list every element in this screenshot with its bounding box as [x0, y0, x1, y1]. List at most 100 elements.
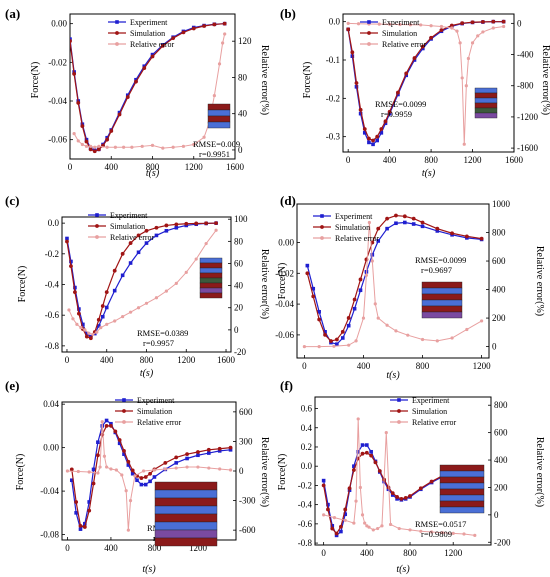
data-point	[128, 498, 133, 503]
x-tick-label: 0	[321, 548, 326, 558]
y-tick-label: -0.04	[40, 486, 59, 496]
data-point	[479, 236, 484, 241]
y-tick-label: -0.2	[326, 93, 340, 103]
data-point	[356, 449, 360, 454]
legend-label: Experiment	[130, 18, 168, 27]
legend-marker	[115, 42, 119, 46]
data-point	[375, 138, 379, 143]
panel-label: (a)	[5, 6, 20, 21]
series-experiment	[69, 418, 233, 531]
y-axis-label: Force(N)	[30, 62, 41, 99]
data-point	[450, 336, 454, 340]
y2-tick-label: 600	[494, 428, 508, 438]
x-tick-label: 400	[100, 355, 114, 365]
data-point	[388, 22, 392, 26]
data-point	[352, 464, 356, 468]
data-point	[402, 214, 407, 219]
legend-label: Experiment	[335, 212, 373, 221]
data-point	[72, 72, 77, 76]
data-point	[334, 531, 339, 536]
legend-marker	[320, 225, 324, 229]
data-point	[207, 466, 211, 470]
data-point	[360, 443, 365, 447]
series-line	[68, 229, 217, 335]
data-point	[141, 469, 146, 473]
data-point	[435, 229, 440, 233]
data-point	[228, 448, 233, 452]
data-point	[128, 261, 133, 265]
series-simulation	[69, 424, 233, 529]
data-point	[130, 468, 135, 473]
data-point	[379, 127, 384, 131]
data-point	[466, 56, 470, 61]
series-experiment	[346, 19, 506, 147]
data-point	[462, 532, 466, 536]
y-tick-label: 0.0	[301, 461, 313, 471]
data-point	[114, 468, 118, 472]
data-point	[421, 46, 425, 51]
layer-stack-inset	[439, 464, 485, 514]
data-point	[109, 424, 113, 428]
data-point	[112, 288, 117, 293]
layer-stack-inset	[474, 87, 498, 119]
data-point	[458, 41, 462, 45]
y2-axis-label: Relative error(%)	[259, 437, 270, 507]
data-point	[419, 529, 423, 533]
data-point	[491, 26, 495, 30]
data-point	[104, 465, 109, 469]
legend-marker	[367, 20, 371, 24]
legend-label: Relative error	[382, 40, 427, 49]
data-point	[335, 342, 339, 346]
x-tick-label: 0	[346, 155, 351, 165]
data-point	[223, 32, 227, 36]
y2-tick-label: 80	[234, 236, 244, 246]
layer-blue	[207, 109, 231, 117]
data-point	[380, 524, 384, 528]
data-point	[117, 112, 122, 117]
data-point	[364, 450, 369, 455]
data-point	[228, 468, 233, 472]
legend-entry-experiment: Experiment	[360, 18, 420, 27]
data-point	[174, 281, 178, 285]
data-point	[97, 144, 101, 148]
data-point	[150, 52, 155, 57]
plot-frame	[342, 13, 515, 153]
layer-blue	[474, 97, 498, 104]
data-point	[164, 223, 169, 228]
data-point	[395, 495, 399, 499]
legend-entry-simulation: Simulation	[88, 222, 145, 231]
y-tick-label: -0.6	[298, 519, 313, 529]
data-point	[376, 526, 380, 531]
data-point	[126, 463, 131, 467]
data-point	[334, 533, 339, 538]
y-tick-label: -0.02	[275, 268, 294, 278]
y-tick-label: -0.06	[275, 330, 294, 340]
data-point	[70, 39, 72, 43]
data-point	[340, 329, 345, 334]
legend-marker	[122, 420, 126, 424]
data-point	[352, 306, 357, 311]
data-point	[122, 452, 126, 456]
layer-blue	[199, 267, 223, 274]
data-point	[376, 239, 381, 243]
data-point	[384, 431, 388, 435]
layer-blue	[421, 287, 463, 295]
layer-stack-inset	[154, 481, 218, 547]
series-line	[73, 33, 226, 149]
data-point	[317, 317, 322, 322]
data-point	[429, 35, 433, 40]
data-point	[202, 24, 206, 28]
x-axis-label: t(s)	[146, 168, 160, 179]
data-point	[212, 93, 216, 98]
y2-tick-label: 0	[238, 145, 243, 155]
data-point	[390, 493, 395, 497]
data-point	[346, 21, 350, 25]
data-point	[204, 221, 209, 226]
data-point	[361, 316, 366, 320]
x-tick-label: 1200	[189, 543, 208, 553]
data-point	[352, 297, 357, 302]
rmse-label: RMSE=0.0099	[415, 255, 466, 265]
data-point	[181, 30, 186, 35]
data-point	[74, 511, 78, 515]
series-simulation	[305, 213, 484, 343]
